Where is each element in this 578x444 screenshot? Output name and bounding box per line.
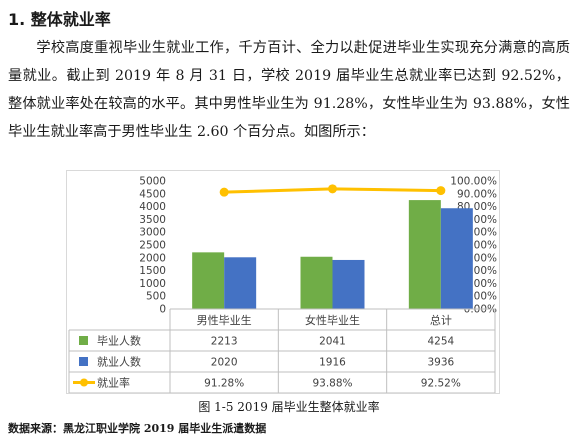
data-cell: 1916 [319,357,346,369]
y-tick-label: 4000 [139,201,166,213]
legend-swatch [79,357,88,366]
legend-label: 就业人数 [97,355,141,369]
data-cell: 2020 [211,357,238,369]
data-source: 数据来源：黑龙江职业学院 2019 届毕业生派遣数据 [8,422,267,435]
legend-label: 就业率 [97,376,130,390]
employment-chart: 0 500 1000 1500 2000 2500 3000 3500 4000 4500 5000… [66,170,500,394]
legend-label: 毕业人数 [97,335,141,348]
y-tick-label: 0 [159,304,166,316]
section-heading: 1. 整体就业率 [8,10,111,29]
y-tick-label: 2000 [139,252,166,264]
bar [192,252,225,309]
y2-tick-label: 90.00% [457,188,497,200]
data-cell: 3936 [427,357,454,369]
bar [408,200,441,309]
category-label: 女性毕业生 [305,313,360,327]
y-tick-label: 500 [146,291,166,303]
bar [224,257,257,309]
y2-tick-label: 100.00% [450,176,497,188]
data-cell: 2213 [211,336,238,348]
y-tick-label: 3500 [139,214,166,226]
legend-point-key [80,378,88,387]
y-tick-label: 2500 [139,240,166,252]
y2-tick-label: 40.00% [457,252,497,264]
data-cell: 2041 [319,336,346,348]
data-cell: 91.28% [204,378,244,390]
category-label: 男性毕业生 [197,313,252,327]
line-point [328,184,337,194]
y-tick-label: 5000 [139,176,166,188]
y-tick-label: 1000 [139,278,166,290]
data-cell: 93.88% [312,378,352,390]
data-cell: 92.52% [421,378,461,390]
y-tick-label: 1500 [139,265,166,277]
figure-caption: 图 1-5 2019 届毕业生整体就业率 [198,400,380,414]
line-point [219,187,229,197]
line-point [436,186,446,196]
data-cell: 4254 [427,336,454,348]
category-label: 总计 [430,313,452,327]
body-paragraph: 学校高度重视毕业生就业工作，千方百计、全力以赴促进毕业生实现充分满意的高质量就业… [8,40,570,140]
bar [332,259,365,309]
legend-swatch [79,336,88,345]
bar [300,256,333,309]
y-tick-label: 3000 [139,227,166,239]
chart-svg: 0500100015002000250030003500400045005000… [68,176,497,394]
bar [440,208,473,309]
y-tick-label: 4500 [139,188,166,200]
